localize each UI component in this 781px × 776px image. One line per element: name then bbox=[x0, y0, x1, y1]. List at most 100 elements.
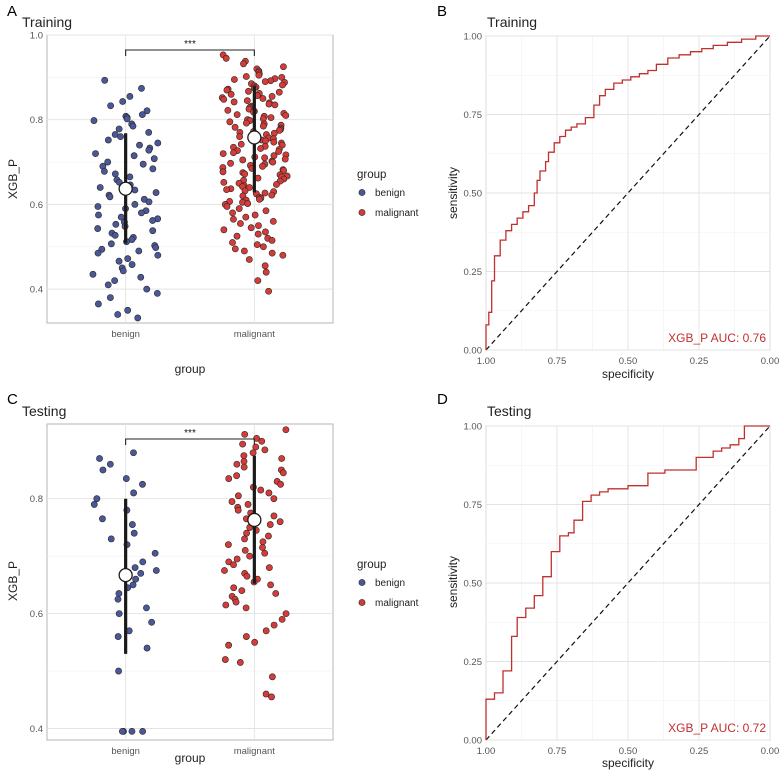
data-point-malignant bbox=[226, 118, 234, 126]
mean-marker-malignant bbox=[247, 130, 262, 145]
data-point-benign bbox=[124, 306, 132, 314]
legend-label-malignant: malignant bbox=[375, 208, 419, 219]
x-tick-label: 0.25 bbox=[690, 356, 709, 367]
data-point-malignant bbox=[275, 148, 283, 155]
data-point-malignant bbox=[237, 140, 245, 148]
data-point-malignant bbox=[240, 463, 248, 471]
data-point-benign bbox=[152, 244, 160, 252]
data-point-malignant bbox=[222, 601, 230, 609]
chance-diagonal bbox=[485, 425, 771, 741]
data-point-malignant bbox=[268, 93, 276, 100]
data-point-malignant bbox=[230, 149, 237, 157]
data-point-malignant bbox=[254, 277, 262, 285]
data-point-malignant bbox=[276, 126, 283, 134]
data-point-benign bbox=[130, 529, 138, 537]
data-point-benign bbox=[96, 455, 103, 462]
chance-diagonal bbox=[485, 35, 771, 351]
data-point-benign bbox=[119, 267, 127, 275]
data-point-benign bbox=[128, 261, 136, 268]
data-point-malignant bbox=[231, 123, 239, 131]
data-point-malignant bbox=[233, 460, 241, 468]
data-point-malignant bbox=[258, 437, 266, 445]
data-point-malignant bbox=[225, 641, 233, 649]
data-point-malignant bbox=[275, 88, 283, 96]
data-point-malignant bbox=[223, 186, 230, 193]
data-point-benign bbox=[90, 501, 98, 508]
x-tick-label: 0.00 bbox=[761, 746, 780, 757]
data-point-benign bbox=[139, 558, 147, 566]
data-point-malignant bbox=[262, 228, 269, 236]
data-point-malignant bbox=[254, 230, 262, 238]
x-tick-label: benign bbox=[111, 746, 140, 757]
legend-swatch-malignant bbox=[358, 599, 366, 606]
panel-letter: A bbox=[7, 3, 17, 20]
x-tick-label: 0.25 bbox=[690, 746, 709, 757]
data-point-malignant bbox=[280, 63, 287, 71]
data-point-benign bbox=[154, 251, 162, 259]
x-tick-label: malignant bbox=[234, 329, 276, 340]
data-point-benign bbox=[139, 727, 147, 735]
data-point-benign bbox=[126, 173, 134, 181]
data-point-benign bbox=[99, 515, 106, 523]
data-point-benign bbox=[145, 129, 153, 136]
y-tick-label: 1.00 bbox=[464, 32, 483, 43]
data-point-benign bbox=[132, 575, 140, 583]
data-point-malignant bbox=[228, 498, 236, 505]
data-point-malignant bbox=[230, 76, 238, 83]
data-point-malignant bbox=[242, 633, 250, 640]
data-point-benign bbox=[130, 449, 137, 457]
data-point-benign bbox=[104, 158, 112, 166]
y-tick-label: 0.4 bbox=[30, 724, 43, 735]
data-point-benign bbox=[128, 521, 136, 528]
data-point-benign bbox=[106, 294, 114, 301]
legend-swatch-malignant bbox=[358, 209, 366, 216]
significance-bracket bbox=[125, 49, 255, 56]
data-point-malignant bbox=[261, 154, 269, 162]
data-point-malignant bbox=[246, 552, 254, 560]
data-point-malignant bbox=[262, 690, 270, 698]
y-tick-label: 0.25 bbox=[464, 267, 483, 278]
data-point-malignant bbox=[259, 95, 267, 102]
data-point-benign bbox=[106, 460, 114, 468]
x-tick-label: benign bbox=[111, 329, 140, 340]
data-point-benign bbox=[99, 466, 107, 474]
data-point-malignant bbox=[253, 434, 261, 442]
data-point-malignant bbox=[268, 191, 276, 199]
data-point-malignant bbox=[268, 693, 275, 701]
data-point-benign bbox=[143, 604, 150, 612]
data-point-benign bbox=[150, 155, 158, 163]
chart-title: Training bbox=[487, 14, 537, 30]
chart-title: Testing bbox=[487, 403, 531, 419]
data-point-benign bbox=[152, 567, 160, 574]
data-point-malignant bbox=[257, 486, 265, 494]
significance-label: *** bbox=[184, 428, 196, 439]
data-point-malignant bbox=[238, 587, 246, 595]
data-point-benign bbox=[119, 98, 127, 105]
data-point-malignant bbox=[268, 249, 276, 257]
y-tick-label: 0.8 bbox=[30, 115, 43, 126]
panel-letter: D bbox=[437, 391, 448, 408]
legend-title: group bbox=[357, 169, 386, 181]
data-point-benign bbox=[101, 76, 109, 84]
data-point-benign bbox=[149, 227, 157, 235]
data-point-benign bbox=[93, 495, 101, 503]
x-tick-label: 1.00 bbox=[477, 746, 496, 757]
data-point-malignant bbox=[261, 189, 269, 197]
data-point-malignant bbox=[242, 213, 250, 221]
data-point-benign bbox=[131, 564, 139, 572]
data-point-malignant bbox=[265, 100, 273, 108]
data-point-malignant bbox=[240, 247, 248, 255]
data-point-benign bbox=[139, 160, 147, 168]
data-point-malignant bbox=[255, 71, 263, 79]
mean-marker-benign bbox=[118, 567, 133, 583]
data-point-benign bbox=[96, 184, 104, 191]
legend-title: group bbox=[357, 559, 386, 571]
data-point-malignant bbox=[270, 621, 278, 629]
data-point-malignant bbox=[242, 119, 250, 127]
data-point-malignant bbox=[236, 659, 244, 666]
y-axis-title: sensitivity bbox=[446, 167, 460, 219]
data-point-malignant bbox=[267, 581, 274, 589]
data-point-malignant bbox=[265, 532, 272, 540]
data-point-malignant bbox=[223, 86, 231, 94]
auc-annotation: XGB_P AUC: 0.72 bbox=[668, 721, 766, 735]
